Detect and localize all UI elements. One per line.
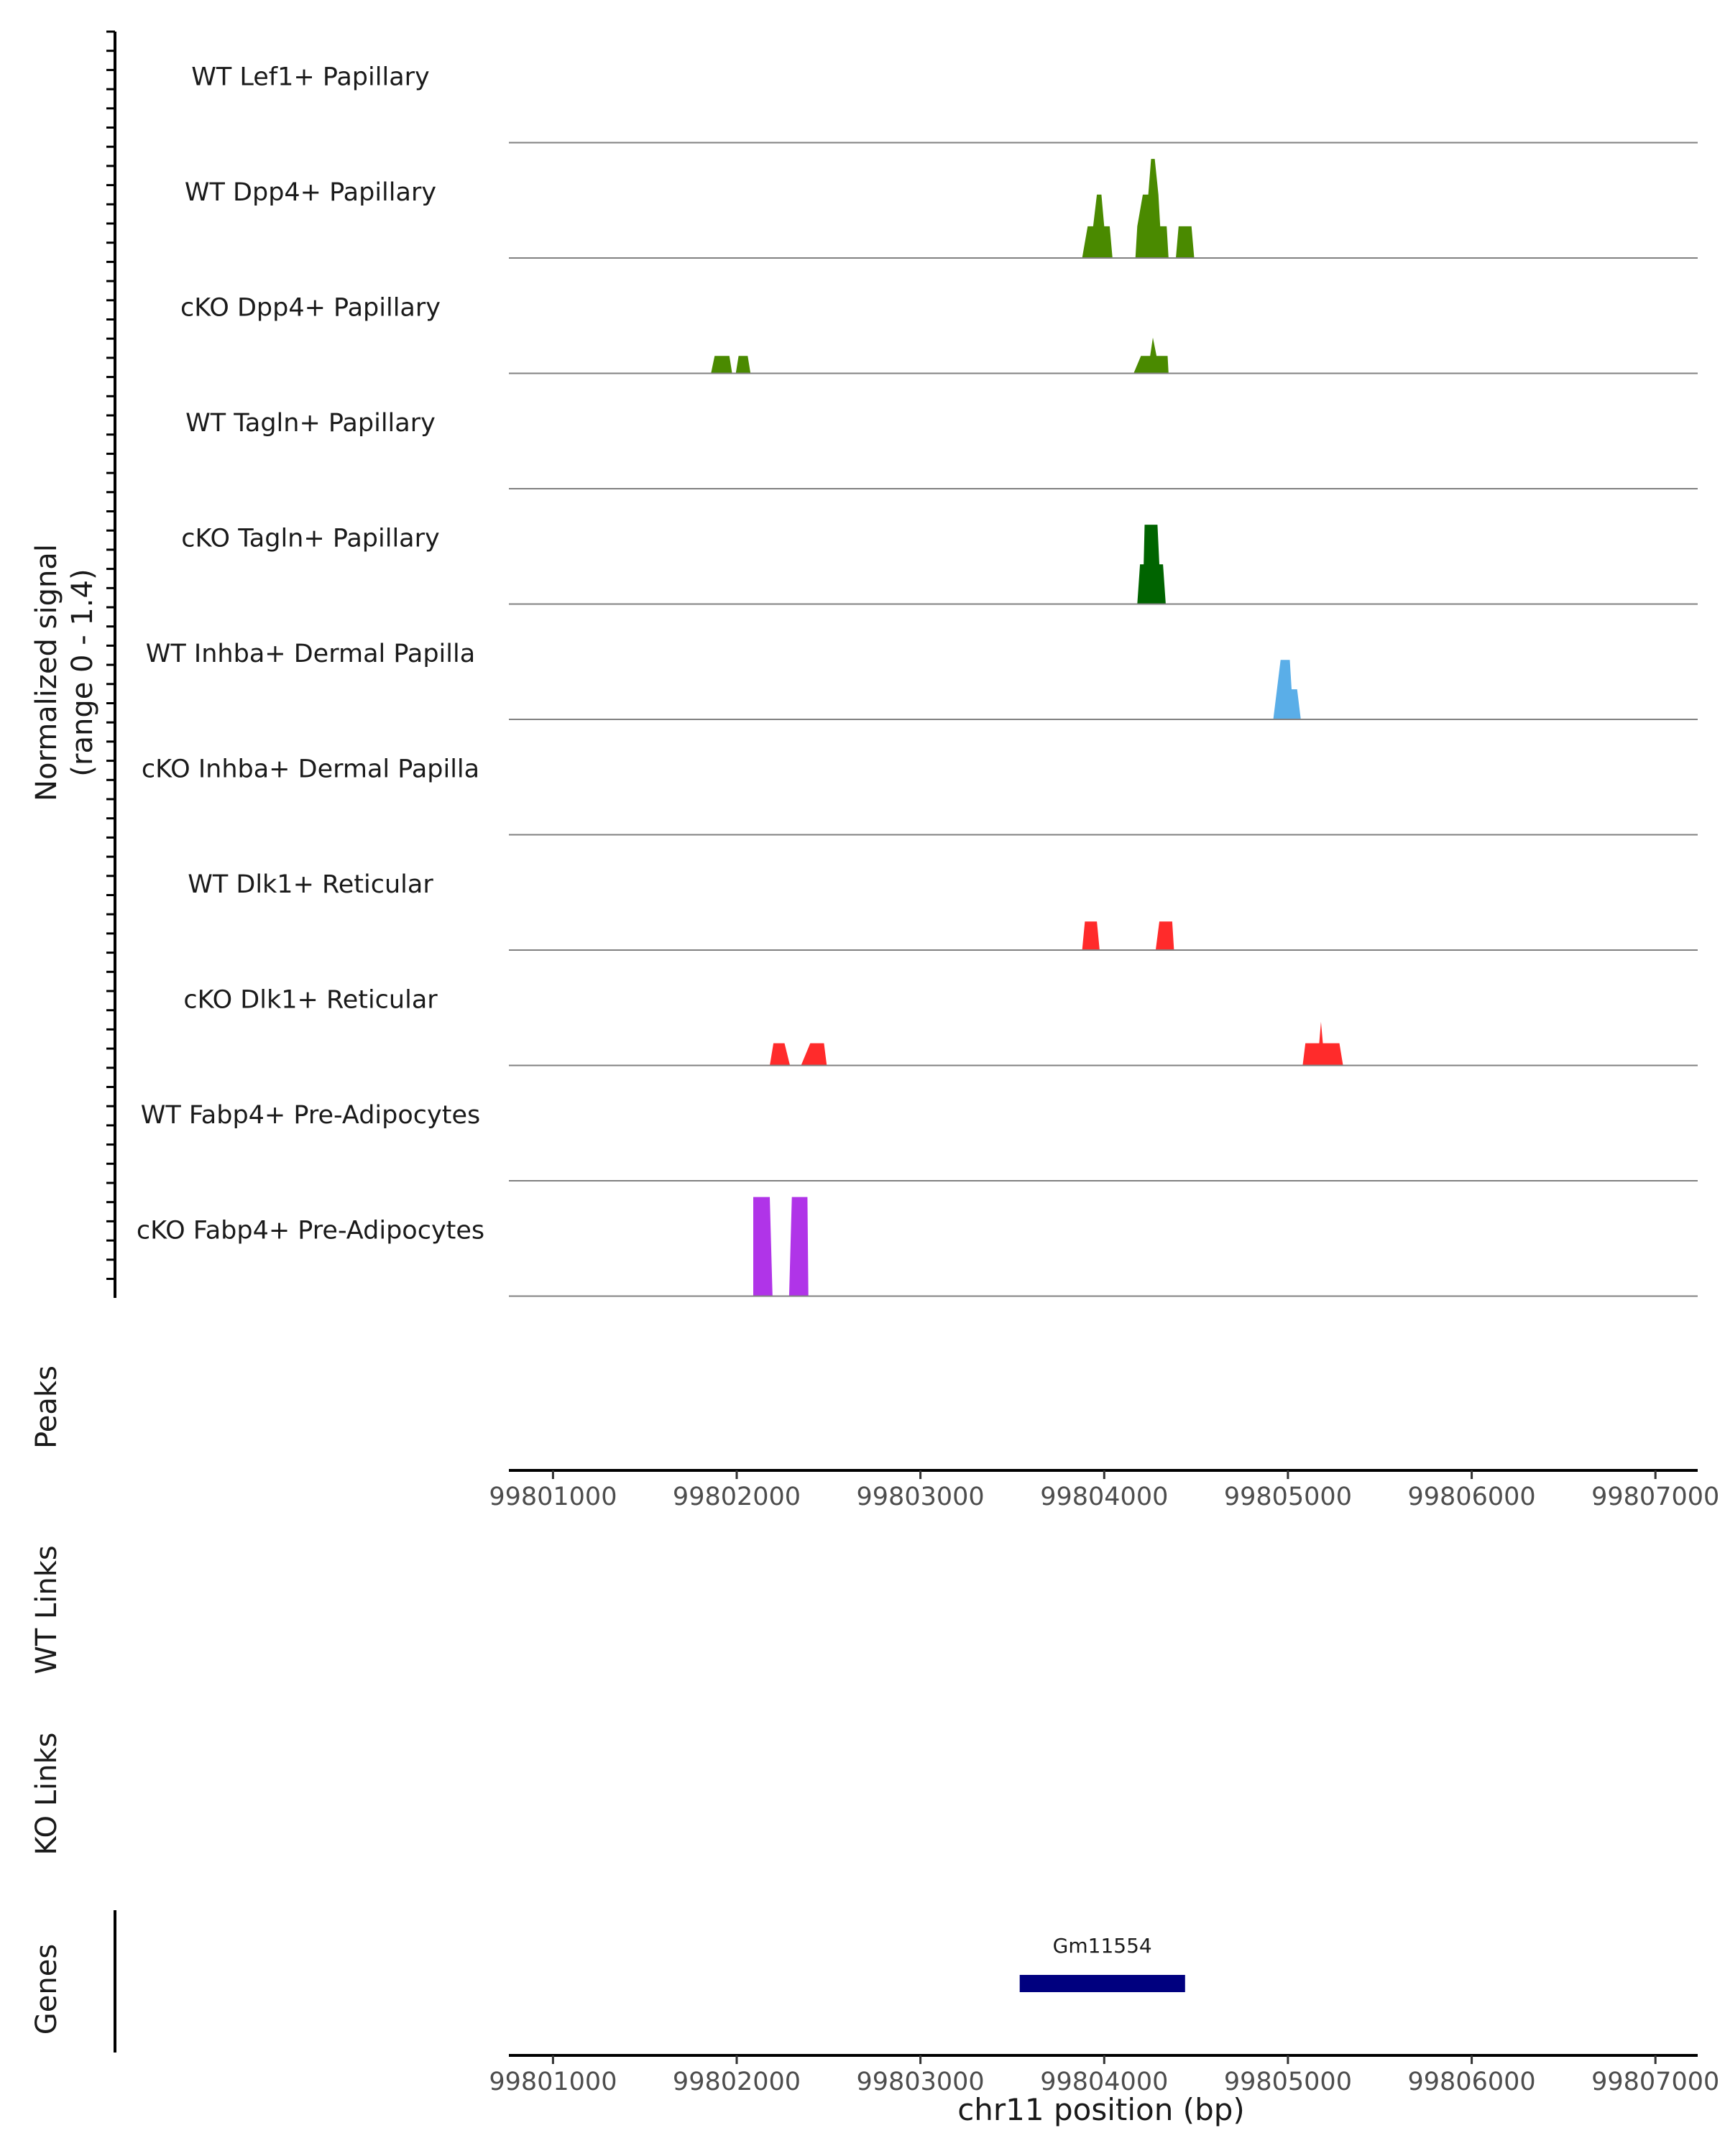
coverage-area [770,1021,1343,1066]
coverage-area [753,1197,809,1296]
track-3: cKO Dpp4+ Papillary [180,294,1698,374]
track-label: cKO Dpp4+ Papillary [180,294,441,323]
y-axis-ticks [106,30,115,1280]
track-10: WT Fabp4+ Pre-Adipocytes [141,1101,1698,1181]
track-label: WT Inhba+ Dermal Papilla [146,640,475,668]
x-axis-title: chr11 position (bp) [957,2092,1245,2127]
track-9: cKO Dlk1+ Reticular [183,986,1698,1067]
gene-label: Gm11554 [1053,1934,1152,1958]
track-label: cKO Inhba+ Dermal Papilla [142,755,479,784]
coverage-area [1137,525,1166,604]
x-tick-label: 99806000 [1408,2068,1536,2096]
peaks-section-label: Peaks [30,1365,63,1449]
track-label: cKO Fabp4+ Pre-Adipocytes [137,1217,484,1245]
peaks-x-axis: 99801000 99802000 99803000 99804000 99805000… [489,1469,1719,1511]
track-label: WT Dpp4+ Papillary [185,178,436,207]
coverage-area [1273,660,1301,719]
track-5: cKO Tagln+ Papillary [181,525,1698,605]
x-tick-label: 99801000 [489,1483,617,1511]
track-label: WT Lef1+ Papillary [191,63,430,92]
track-2: WT Dpp4+ Papillary [185,159,1698,259]
track-11: cKO Fabp4+ Pre-Adipocytes [137,1197,1698,1297]
ko-links-section-label: KO Links [30,1733,63,1856]
track-label: WT Dlk1+ Reticular [188,870,433,899]
x-tick-label: 99804000 [1040,1483,1168,1511]
track-label: WT Fabp4+ Pre-Adipocytes [141,1101,480,1130]
track-label: WT Tagln+ Papillary [185,409,436,438]
x-tick-label: 99803000 [857,1483,985,1511]
gene-annotation-track: Gm11554 [1019,1934,1185,1992]
y-axis-range-label: (range 0 - 1.4) [66,568,99,776]
genes-section-label: Genes [30,1944,63,2035]
track-label: cKO Tagln+ Papillary [181,525,440,553]
wt-links-section-label: WT Links [30,1545,63,1674]
x-tick-label: 99804000 [1040,2068,1168,2096]
track-8: WT Dlk1+ Reticular [188,870,1698,951]
coverage-tracks: WT Lef1+ Papillary WT Dpp4+ Papillary cKO … [137,63,1698,1297]
x-tick-label: 99806000 [1408,1483,1536,1511]
x-tick-label: 99802000 [673,2068,801,2096]
y-axis-title: Normalized signal [30,544,63,801]
track-4: WT Tagln+ Papillary [185,409,1698,489]
gene-body [1019,1975,1185,1992]
coverage-area [1082,921,1174,950]
coverage-area [1082,159,1195,258]
coverage-area [711,337,1169,374]
x-tick-label: 99807000 [1591,2068,1719,2096]
x-tick-label: 99803000 [857,2068,985,2096]
genes-x-axis: 99801000 99802000 99803000 99804000 99805000… [489,2054,1719,2096]
x-tick-label: 99805000 [1224,2068,1352,2096]
x-tick-label: 99805000 [1224,1483,1352,1511]
x-tick-label: 99802000 [673,1483,801,1511]
track-7: cKO Inhba+ Dermal Papilla [142,755,1698,836]
track-label: cKO Dlk1+ Reticular [183,986,438,1015]
track-1: WT Lef1+ Papillary [191,63,1698,144]
x-tick-label: 99801000 [489,2068,617,2096]
track-6: WT Inhba+ Dermal Papilla [146,640,1698,720]
x-tick-label: 99807000 [1591,1483,1719,1511]
